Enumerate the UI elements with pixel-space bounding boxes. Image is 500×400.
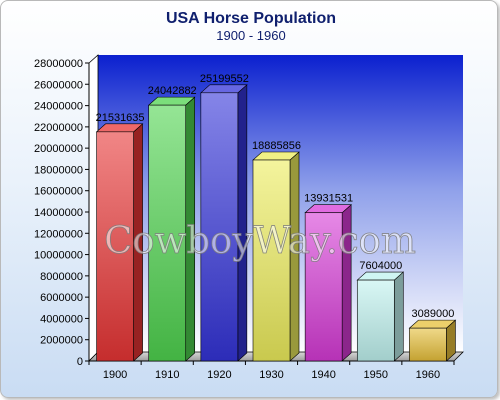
y-tick-label: 24000000 bbox=[34, 101, 83, 113]
bar-1940: 13931531 bbox=[304, 193, 353, 362]
bar-1960: 3089000 bbox=[408, 308, 457, 362]
y-tick-label: 18000000 bbox=[34, 164, 83, 176]
y-tick-label: 12000000 bbox=[34, 228, 83, 240]
y-tick-label: 28000000 bbox=[34, 58, 83, 70]
bar-front bbox=[252, 159, 291, 362]
bar-front bbox=[304, 212, 343, 362]
chart-title: USA Horse Population bbox=[166, 10, 336, 27]
watermark-logo: CowboyWay.com bbox=[104, 219, 416, 262]
bar-1920: 25199552 bbox=[200, 73, 249, 362]
x-tick-label: 1920 bbox=[207, 369, 231, 381]
y-axis-ticks: 0 2000000 4000000 6000000 8000000 10000000 120… bbox=[34, 58, 89, 368]
data-label: 3089000 bbox=[412, 308, 455, 320]
bar-front bbox=[96, 131, 134, 362]
y-tick-label: 16000000 bbox=[34, 186, 83, 198]
y-tick-label: 2000000 bbox=[40, 335, 83, 347]
data-label: 7604000 bbox=[359, 260, 402, 272]
x-tick-label: 1940 bbox=[311, 369, 335, 381]
chart-subtitle: 1900 - 1960 bbox=[216, 28, 285, 43]
data-label: 25199552 bbox=[200, 73, 249, 85]
y-tick-label: 0 bbox=[77, 356, 83, 368]
x-tick-label: 1910 bbox=[155, 369, 179, 381]
x-tick-label: 1950 bbox=[364, 369, 388, 381]
data-label: 13931531 bbox=[304, 193, 353, 205]
bar-1930: 18885856 bbox=[252, 140, 301, 362]
y-tick-label: 22000000 bbox=[34, 122, 83, 134]
y-tick-label: 26000000 bbox=[34, 79, 83, 91]
y-tick-label: 10000000 bbox=[34, 250, 83, 262]
y-tick-label: 8000000 bbox=[40, 271, 83, 283]
x-axis-ticks: 1900 1910 1920 1930 1940 1950 1960 bbox=[88, 361, 455, 381]
bar-1900: 21531635 bbox=[96, 112, 145, 362]
x-tick-label: 1900 bbox=[103, 369, 127, 381]
y-tick-label: 6000000 bbox=[40, 292, 83, 304]
data-label: 21531635 bbox=[96, 112, 145, 124]
y-tick-label: 20000000 bbox=[34, 143, 83, 155]
data-label: 24042882 bbox=[148, 85, 197, 97]
bar-1950: 7604000 bbox=[356, 260, 405, 362]
y-tick-label: 4000000 bbox=[40, 313, 83, 325]
bar-front bbox=[356, 279, 395, 362]
bar-front bbox=[200, 92, 239, 362]
bar-1910: 24042882 bbox=[148, 85, 197, 362]
data-label: 18885856 bbox=[252, 140, 301, 152]
bar-side bbox=[393, 271, 404, 362]
x-tick-label: 1960 bbox=[416, 369, 440, 381]
y-tick-label: 14000000 bbox=[34, 207, 83, 219]
bar-front bbox=[409, 327, 447, 362]
x-tick-label: 1930 bbox=[259, 369, 283, 381]
bar-front bbox=[148, 104, 187, 362]
